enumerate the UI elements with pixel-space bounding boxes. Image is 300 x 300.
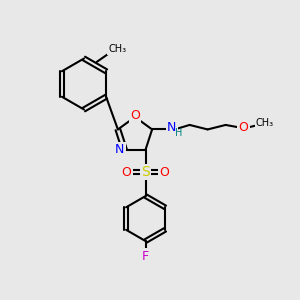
Text: O: O bbox=[160, 166, 170, 178]
Text: O: O bbox=[122, 166, 132, 178]
Text: S: S bbox=[141, 165, 150, 179]
Text: H: H bbox=[175, 128, 182, 138]
Text: N: N bbox=[115, 143, 124, 156]
Text: O: O bbox=[239, 122, 249, 134]
Text: CH₃: CH₃ bbox=[256, 118, 274, 128]
Text: F: F bbox=[142, 250, 149, 262]
Text: CH₃: CH₃ bbox=[108, 44, 126, 54]
Text: N: N bbox=[167, 121, 176, 134]
Text: O: O bbox=[130, 109, 140, 122]
